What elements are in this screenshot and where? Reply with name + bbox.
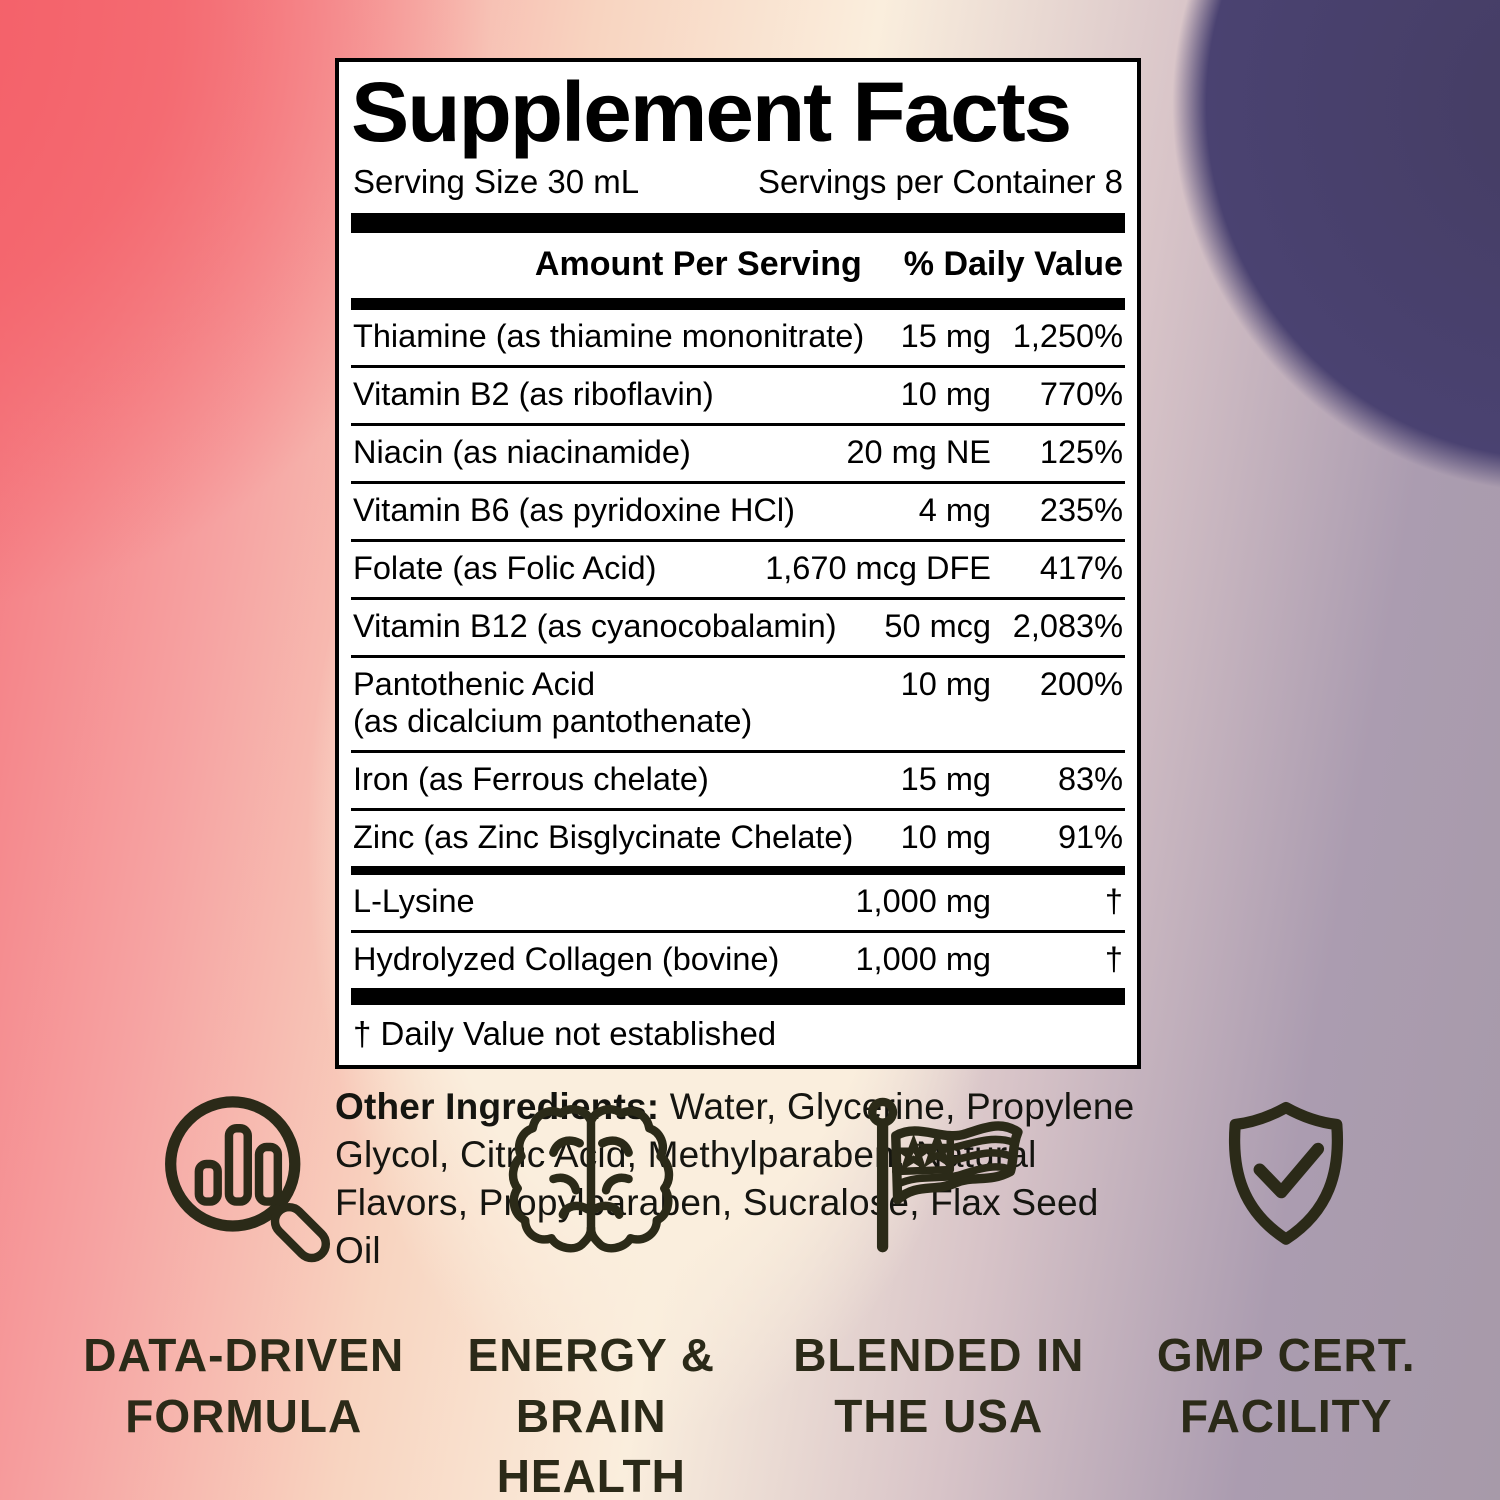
table-row: Hydrolyzed Collagen (bovine) 1,000 mg †: [351, 930, 1125, 988]
shield-check-icon: [1229, 1101, 1344, 1245]
serving-size: Serving Size 30 mL: [353, 163, 640, 201]
table-row: Iron (as Ferrous chelate) 15 mg 83%: [351, 750, 1125, 808]
badge-row: DATA-DRIVEN FORMULA ENERGY & BRAIN HEALT…: [0, 1085, 1500, 1500]
table-row: Niacin (as niacinamide) 20 mg NE 125%: [351, 423, 1125, 481]
table-row: Pantothenic Acid (as dicalcium pantothena…: [351, 655, 1125, 750]
badge-caption: ENERGY & BRAIN HEALTH: [467, 1329, 715, 1500]
table-row: L-Lysine 1,000 mg †: [353, 883, 1123, 920]
badge-caption: BLENDED IN THE USA: [793, 1329, 1085, 1442]
table-row: Zinc (as Zinc Bisglycinate Chelate) 10 m…: [351, 808, 1125, 866]
col-daily-value: % Daily Value: [903, 245, 1123, 284]
divider-medium: [351, 298, 1125, 311]
col-amount-per-serving: Amount Per Serving: [534, 245, 862, 284]
dv-footnote: † Daily Value not established: [353, 1015, 777, 1053]
panel-title: Supplement Facts: [351, 65, 1072, 159]
serving-line: Serving Size 30 mL Servings per Containe…: [351, 157, 1125, 213]
badge-data-driven: DATA-DRIVEN FORMULA: [70, 1085, 418, 1500]
table-row: Folate (as Folic Acid) 1,670 mcg DFE 417…: [351, 539, 1125, 597]
magnifier-chart-icon: [164, 1096, 330, 1263]
us-flag-icon: [867, 1097, 1023, 1253]
badge-caption: DATA-DRIVEN FORMULA: [83, 1329, 405, 1442]
divider-thick: [351, 213, 1125, 234]
divider-thick: [351, 988, 1125, 1006]
table-row: Vitamin B12 (as cyanocobalamin) 50 mcg 2…: [351, 597, 1125, 655]
badge-gmp: GMP CERT. FACILITY: [1113, 1085, 1461, 1500]
badge-energy-brain: ENERGY & BRAIN HEALTH: [418, 1085, 766, 1500]
divider-medium: [351, 866, 1125, 876]
table-row: Thiamine (as thiamine mononitrate) 15 mg…: [353, 318, 1123, 355]
badge-blended-usa: BLENDED IN THE USA: [765, 1085, 1113, 1500]
table-row: Vitamin B6 (as pyridoxine HCl) 4 mg 235%: [351, 481, 1125, 539]
table-header: Amount Per Serving % Daily Value: [351, 233, 1125, 298]
table-row: Vitamin B2 (as riboflavin) 10 mg 770%: [351, 365, 1125, 423]
supplement-facts-panel: Supplement Facts Serving Size 30 mL Serv…: [335, 58, 1141, 1070]
badge-caption: GMP CERT. FACILITY: [1156, 1329, 1416, 1442]
label-column: Supplement Facts Serving Size 30 mL Serv…: [335, 58, 1141, 1275]
brain-icon: [509, 1105, 674, 1253]
servings-per-container: Servings per Container 8: [757, 163, 1123, 201]
